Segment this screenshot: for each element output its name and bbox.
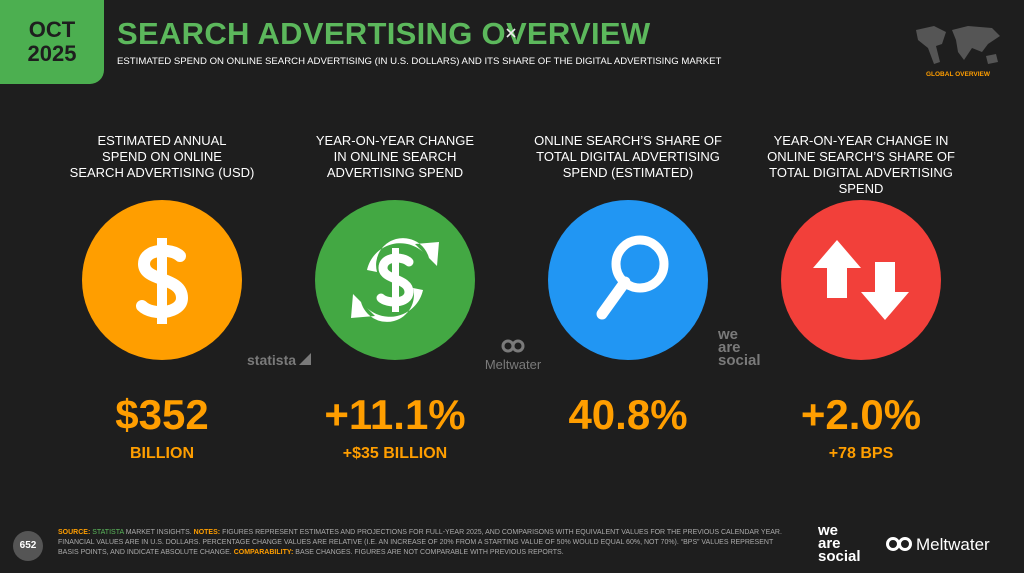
title: SEARCH ADVERTISING OVERVIEW: [117, 16, 651, 51]
stat-icon-circle: [82, 200, 242, 360]
stat-label: YEAR-ON-YEAR CHANGE IN ONLINE SEARCH’S SH…: [745, 133, 977, 197]
stat-label-line: SPEND (ESTIMATED): [562, 165, 694, 180]
comparability-label: COMPARABILITY:: [233, 549, 294, 556]
stat-label-line: YEAR-ON-YEAR CHANGE: [315, 133, 475, 148]
notes-label: NOTES:: [193, 529, 221, 536]
date-badge: OCT 2025: [0, 0, 104, 84]
logo-text: statista: [247, 352, 297, 368]
stat-label-line: SEARCH ADVERTISING (USD): [69, 165, 255, 180]
source-label: SOURCE:: [58, 529, 91, 536]
comparability: BASE CHANGES. FIGURES ARE NOT COMPARABLE…: [295, 549, 564, 556]
stat-column: ONLINE SEARCH’S SHARE OF TOTAL DIGITAL AD…: [512, 133, 744, 438]
stat-label-line: YEAR-ON-YEAR CHANGE IN: [773, 133, 949, 148]
stat-value: +11.1%: [324, 391, 466, 438]
stat-value: +2.0%: [800, 391, 922, 438]
badge-month: OCT: [28, 17, 76, 42]
stat-label-line: TOTAL DIGITAL ADVERTISING SPEND: [769, 165, 953, 196]
badge-year: 2025: [27, 41, 77, 66]
stat-column: YEAR-ON-YEAR CHANGE IN ONLINE SEARCH’S SH…: [745, 133, 977, 462]
logo-line: are: [718, 339, 741, 356]
statista-logo: statista: [247, 352, 312, 368]
stat-column: ESTIMATED ANNUAL SPEND ON ONLINE SEARCH AD…: [46, 133, 278, 462]
stat-icon-circle: [548, 200, 708, 360]
page-number: 652: [13, 531, 43, 561]
logo-line: we: [718, 326, 739, 343]
stat-subvalue: BILLION: [130, 445, 194, 462]
logo-mark: [299, 353, 312, 365]
footer-meltwater-logo: Meltwater: [882, 535, 990, 555]
subtitle: ESTIMATED SPEND ON ONLINE SEARCH ADVERTI…: [117, 56, 722, 67]
logo-line: social: [718, 352, 761, 369]
stat-value: 40.8%: [568, 391, 688, 438]
region-label: GLOBAL OVERVIEW: [925, 71, 991, 78]
logo-text: Meltwater: [916, 535, 990, 554]
logo-text: Meltwater: [484, 357, 542, 372]
stat-label-line: ONLINE SEARCH’S SHARE OF: [767, 149, 955, 164]
logo-line: we: [818, 522, 839, 539]
logo-line: are: [818, 535, 841, 552]
footer-wearesocial-logo: we are social: [818, 522, 861, 565]
stat-label-line: ESTIMATED ANNUAL: [97, 133, 227, 148]
source-rest: MARKET INSIGHTS.: [125, 529, 192, 536]
logo-mark: [501, 339, 525, 353]
world-map-icon: [916, 26, 1000, 64]
stat-subvalue: +$35 BILLION: [342, 445, 448, 462]
stat-label-line: ADVERTISING SPEND: [326, 165, 464, 180]
stat-label-line: TOTAL DIGITAL ADVERTISING: [536, 149, 720, 164]
stat-label: YEAR-ON-YEAR CHANGE IN ONLINE SEARCH ADVER…: [279, 133, 511, 181]
stat-label: ESTIMATED ANNUAL SPEND ON ONLINE SEARCH AD…: [46, 133, 278, 181]
stat-icon-circle: [315, 200, 475, 360]
stat-label: ONLINE SEARCH’S SHARE OF TOTAL DIGITAL AD…: [512, 133, 744, 181]
meltwater-logo: Meltwater: [481, 338, 545, 372]
stat-value: $352: [115, 391, 209, 438]
stat-label-line: IN ONLINE SEARCH: [333, 149, 457, 164]
stat-icon: [596, 235, 669, 320]
stat-label-line: SPEND ON ONLINE: [102, 149, 222, 164]
notes: FIGURES REPRESENT ESTIMATES AND PROJECTI…: [58, 529, 782, 556]
logo-line: social: [818, 548, 861, 565]
stat-label-line: ONLINE SEARCH’S SHARE OF: [534, 133, 722, 148]
stat-icon: [351, 238, 439, 322]
stat-icon: [136, 238, 189, 324]
footer-notes: SOURCE: STATISTA MARKET INSIGHTS. NOTES:…: [58, 528, 788, 558]
stat-icon-circle: [781, 200, 941, 360]
stat-column: YEAR-ON-YEAR CHANGE IN ONLINE SEARCH ADVER…: [279, 133, 511, 462]
logo-mark: [886, 537, 912, 551]
close-icon[interactable]: [503, 25, 519, 41]
source-name[interactable]: STATISTA: [92, 529, 124, 536]
wearesocial-logo: we are social: [718, 326, 761, 369]
stat-subvalue: +78 BPS: [828, 445, 894, 462]
stat-icon: [813, 240, 909, 320]
